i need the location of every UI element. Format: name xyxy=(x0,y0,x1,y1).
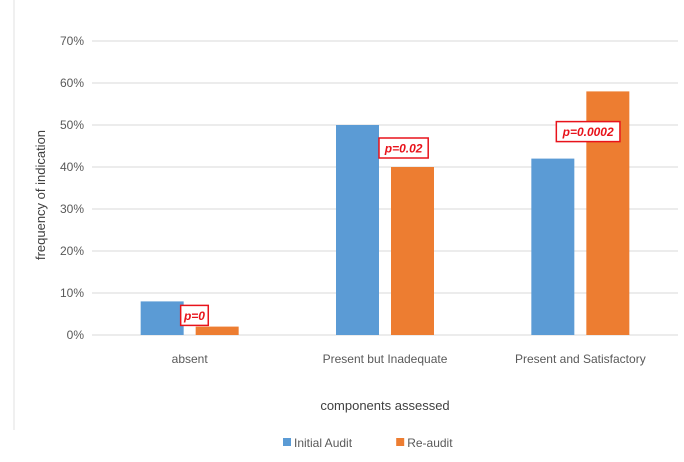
legend-swatch xyxy=(283,438,291,446)
annotation-box xyxy=(179,304,210,327)
legend: Initial Audit Re-audit xyxy=(283,436,453,450)
y-tick-label: 70% xyxy=(60,34,84,48)
y-tick-label: 0% xyxy=(67,328,85,342)
y-tick-label: 30% xyxy=(60,202,84,216)
y-tick-labels: 0% 10% 20% 30% 40% 50% 60% 70% xyxy=(60,34,84,342)
annotation-label: p=0.0002 xyxy=(562,125,614,139)
bar-re-audit xyxy=(195,326,239,335)
bars xyxy=(140,91,630,336)
x-axis-title: components assessed xyxy=(320,398,449,413)
bar-initial-audit xyxy=(336,125,379,335)
y-tick-label: 40% xyxy=(60,160,84,174)
bar-re-audit xyxy=(391,167,434,335)
y-tick-label: 10% xyxy=(60,286,84,300)
annotation-label: p=0 xyxy=(183,309,205,323)
gridlines xyxy=(92,40,678,336)
y-tick-label: 60% xyxy=(60,76,84,90)
x-tick-label: Present but Inadequate xyxy=(323,352,448,366)
x-tick-label: absent xyxy=(172,352,209,366)
annotation-box xyxy=(555,120,621,143)
y-tick-label: 50% xyxy=(60,118,84,132)
bar-initial-audit xyxy=(531,158,575,335)
annotation-label: p=0.02 xyxy=(384,142,423,156)
x-tick-label: Present and Satisfactory xyxy=(515,352,646,366)
annotation-box xyxy=(378,137,429,159)
x-tick-labels: absent Present but Inadequate Present and … xyxy=(172,352,646,366)
legend-swatch xyxy=(396,438,405,446)
annotations: p=0 p=0.02 p=0.0002 xyxy=(179,120,621,327)
legend-label: Initial Audit xyxy=(294,436,353,450)
y-tick-label: 20% xyxy=(60,244,84,258)
bar-initial-audit xyxy=(140,301,184,335)
y-axis-title: frequency of indication xyxy=(33,130,48,260)
legend-label: Re-audit xyxy=(407,436,453,450)
